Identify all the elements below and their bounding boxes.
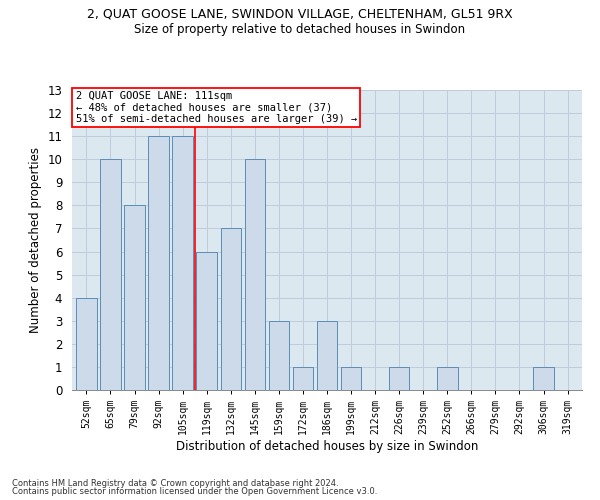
Bar (148, 136, 169, 390)
Text: Contains HM Land Registry data © Crown copyright and database right 2024.: Contains HM Land Registry data © Crown c… (12, 478, 338, 488)
X-axis label: Distribution of detached houses by size in Swindon: Distribution of detached houses by size … (176, 440, 478, 453)
Bar (221, 228, 241, 390)
Bar (76, 298, 97, 390)
Text: Size of property relative to detached houses in Swindon: Size of property relative to detached ho… (134, 22, 466, 36)
Text: 2 QUAT GOOSE LANE: 111sqm
← 48% of detached houses are smaller (37)
51% of semi-: 2 QUAT GOOSE LANE: 111sqm ← 48% of detac… (76, 91, 357, 124)
Bar (317, 321, 337, 390)
Y-axis label: Number of detached properties: Number of detached properties (29, 147, 42, 333)
Text: Contains public sector information licensed under the Open Government Licence v3: Contains public sector information licen… (12, 487, 377, 496)
Bar (293, 367, 313, 390)
Bar (437, 367, 458, 390)
Bar (389, 367, 409, 390)
Bar (100, 159, 121, 390)
Bar (269, 321, 289, 390)
Bar (196, 252, 217, 390)
Bar (341, 367, 361, 390)
Text: 2, QUAT GOOSE LANE, SWINDON VILLAGE, CHELTENHAM, GL51 9RX: 2, QUAT GOOSE LANE, SWINDON VILLAGE, CHE… (87, 8, 513, 20)
Bar (533, 367, 554, 390)
Bar (172, 136, 193, 390)
Bar (124, 206, 145, 390)
Bar (245, 159, 265, 390)
